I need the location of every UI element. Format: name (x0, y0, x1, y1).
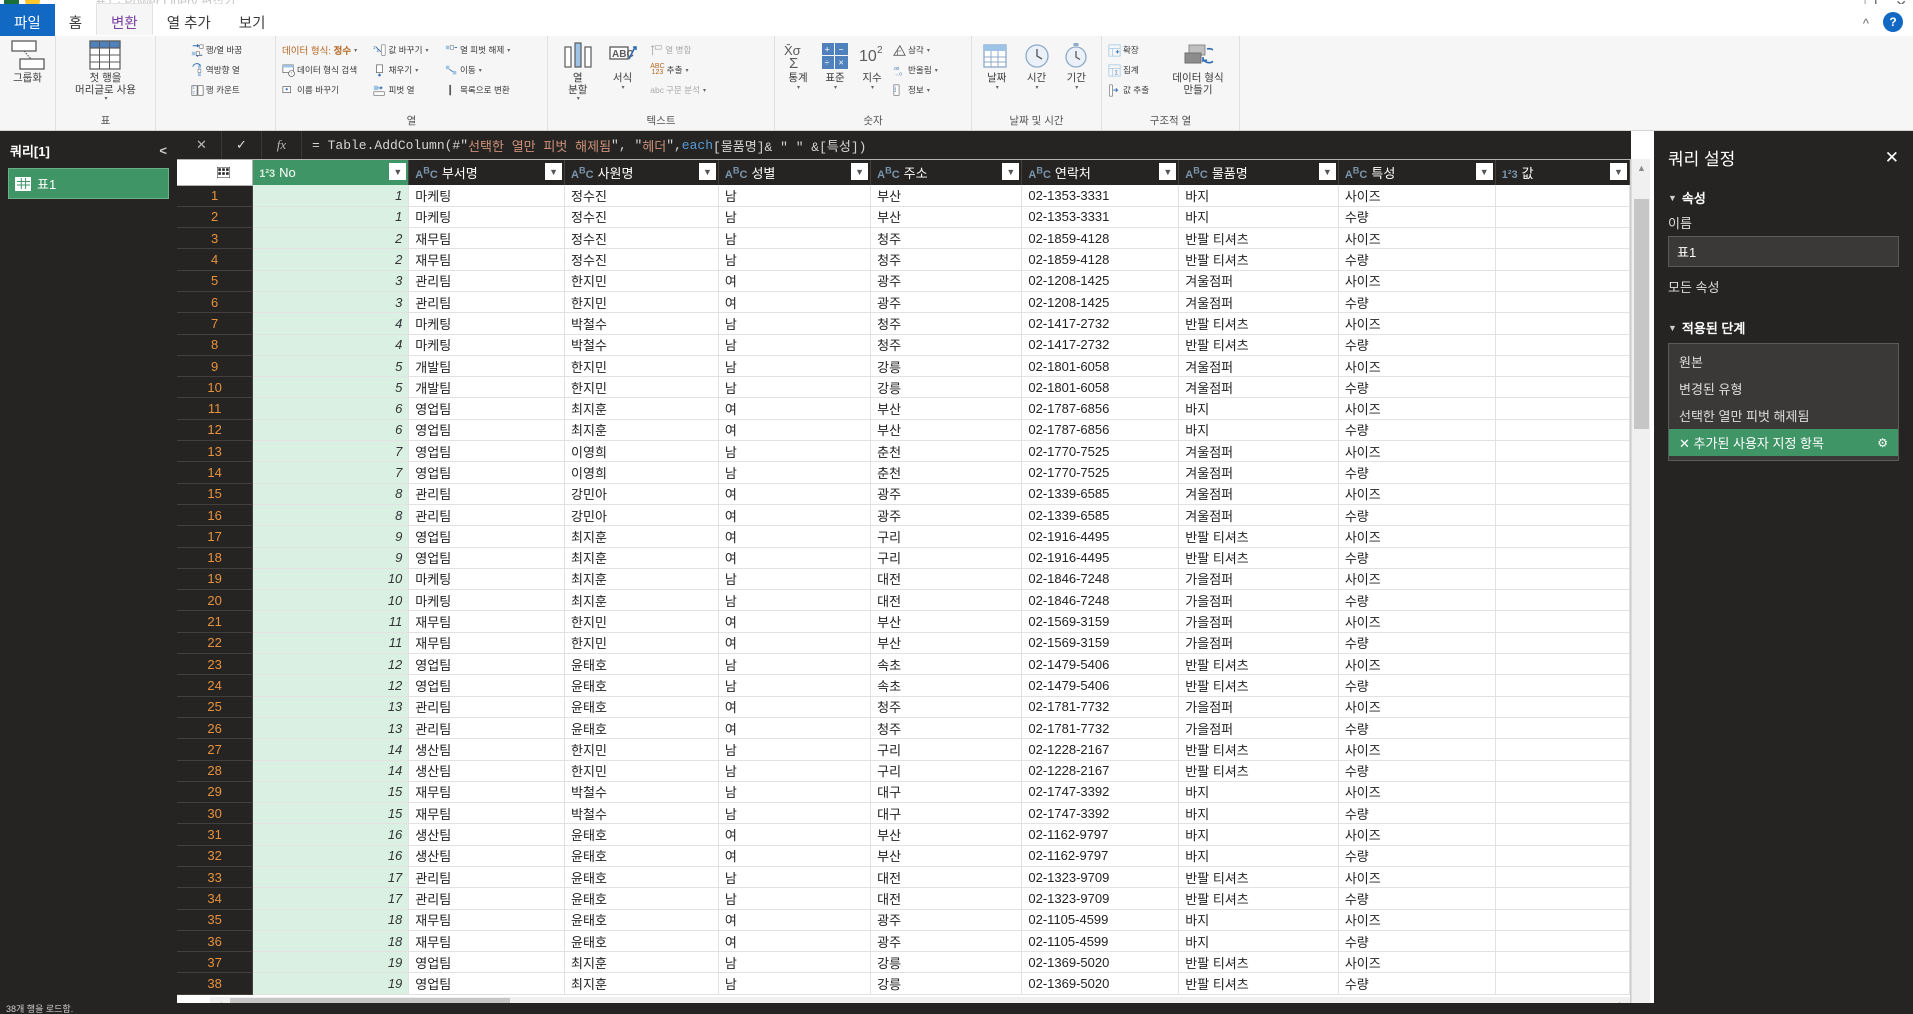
svg-text:+: + (825, 45, 830, 55)
svg-text:2: 2 (877, 45, 883, 56)
svg-text:−: − (839, 45, 844, 55)
svg-text:2: 2 (193, 89, 195, 94)
svg-text:→.0: →.0 (894, 71, 903, 76)
svg-text:×: × (839, 58, 844, 68)
svg-text:Σ: Σ (789, 55, 798, 71)
svg-text:3: 3 (894, 89, 896, 93)
svg-text:1: 1 (373, 45, 376, 50)
svg-text:Σ: Σ (1115, 70, 1118, 76)
svg-text:÷: ÷ (825, 58, 830, 68)
svg-text:10: 10 (859, 48, 877, 65)
svg-text:.00: .00 (893, 66, 900, 71)
svg-text:?: ? (290, 71, 292, 75)
